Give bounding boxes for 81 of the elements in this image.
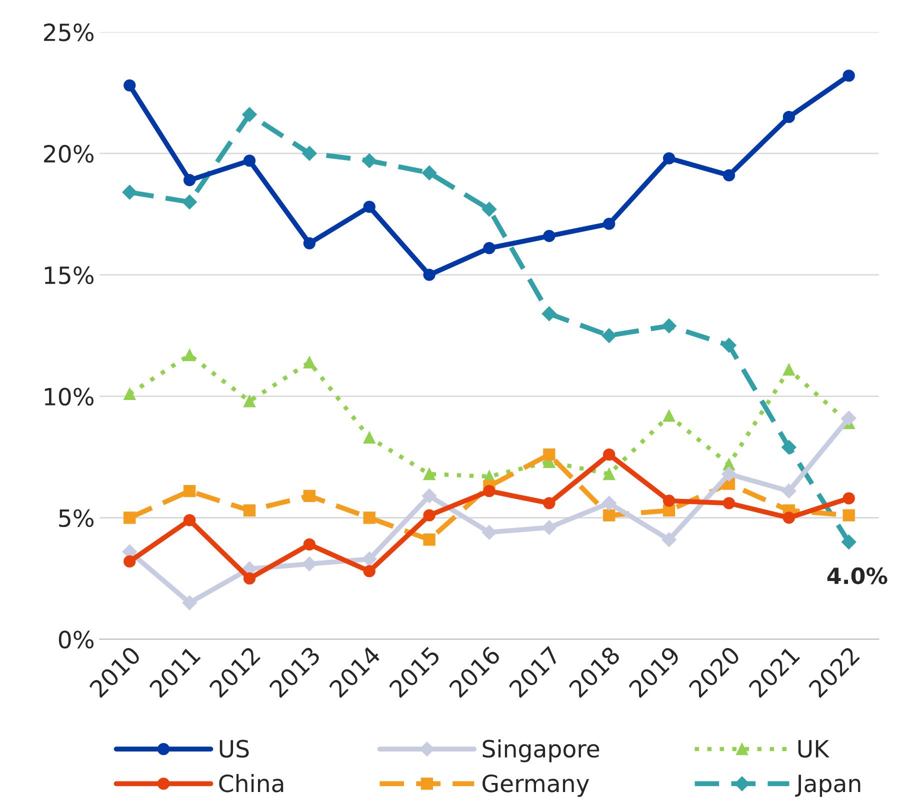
y-tick-label: 5%: [59, 509, 94, 528]
point: [482, 202, 497, 217]
point: [602, 496, 617, 511]
point: [782, 110, 795, 124]
point: [303, 538, 316, 551]
point: [182, 194, 197, 210]
legend-label: Japan: [795, 774, 860, 797]
point: [782, 440, 796, 455]
point: [603, 448, 616, 461]
y-tick-label: 0%: [58, 630, 94, 649]
point: [543, 497, 556, 510]
point: [423, 534, 436, 546]
point: [602, 328, 617, 343]
point: [362, 552, 377, 566]
y-tick-label: 20%: [44, 144, 94, 163]
point: [363, 512, 376, 524]
point: [542, 306, 557, 322]
point: [302, 146, 317, 161]
point: [782, 484, 796, 498]
legend-label: China: [219, 774, 284, 792]
point: [243, 154, 256, 167]
point: [183, 348, 196, 362]
point: [422, 488, 437, 504]
point: [842, 509, 855, 522]
point: [483, 242, 496, 254]
point: [182, 595, 197, 610]
point: [482, 524, 497, 540]
point: [423, 268, 436, 281]
point: [722, 466, 736, 482]
point: [302, 556, 317, 572]
y-tick-label: 15%: [44, 266, 94, 284]
point: [423, 509, 436, 522]
point: [662, 152, 676, 164]
legend-label: Germany: [482, 774, 590, 797]
point: [483, 484, 496, 498]
point: [422, 165, 437, 180]
point: [363, 432, 376, 444]
point: [782, 512, 795, 524]
point: [363, 565, 376, 578]
point: [543, 448, 556, 461]
point: [603, 218, 616, 230]
point: [242, 107, 257, 122]
point: [603, 509, 616, 522]
legend-label: US: [220, 740, 249, 758]
legend-label: Singapore: [482, 739, 600, 762]
point: [303, 237, 316, 250]
point: [722, 497, 736, 510]
point: [303, 356, 316, 368]
annotation: 4.0%: [827, 567, 888, 584]
point: [423, 468, 436, 480]
legend-label: UK: [798, 740, 830, 758]
point: [362, 153, 377, 168]
point: [542, 520, 557, 535]
point: [662, 410, 676, 422]
point: [243, 395, 256, 408]
point: [183, 514, 196, 526]
point: [303, 490, 316, 502]
point: [842, 492, 855, 504]
point: [124, 388, 136, 400]
point: [722, 338, 736, 353]
point: [183, 174, 196, 186]
point: [841, 410, 856, 426]
point: [124, 555, 136, 568]
point: [662, 494, 676, 507]
point: [122, 184, 138, 200]
point: [662, 532, 676, 548]
point: [662, 318, 676, 334]
point: [363, 200, 376, 213]
point: [183, 484, 196, 498]
point: [722, 169, 736, 182]
y-tick-label: 25%: [44, 23, 94, 42]
point: [782, 364, 795, 376]
point: [543, 230, 556, 242]
point: [243, 572, 256, 585]
point: [243, 504, 256, 517]
point: [842, 70, 855, 82]
point: [124, 79, 136, 92]
point: [603, 468, 616, 480]
point: [124, 512, 136, 524]
y-tick-label: 10%: [44, 388, 94, 406]
point: [841, 534, 856, 550]
